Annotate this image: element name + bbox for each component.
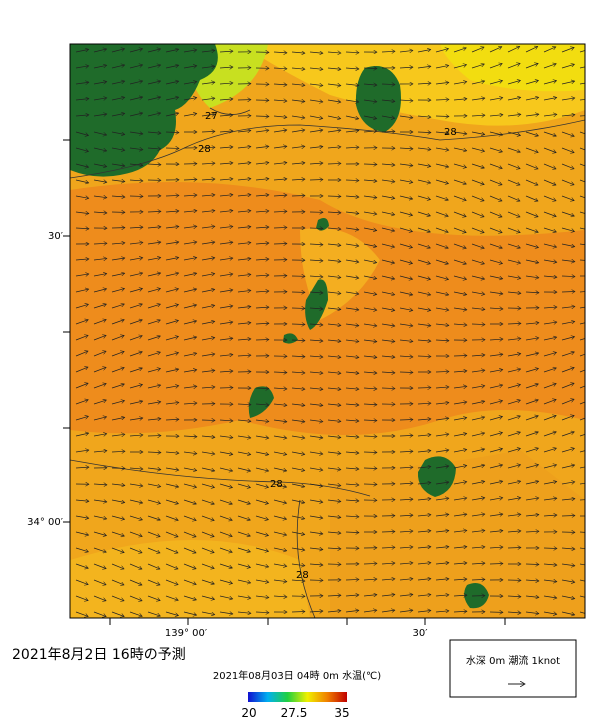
colorbar-tick: 27.5: [281, 706, 308, 720]
lon-label: 139° 00′: [165, 628, 208, 639]
colorbar-caption: 2021年08月03日 04時 0m 水温(℃): [213, 669, 381, 682]
colorbar-tick: 35: [334, 706, 349, 720]
contour-label: 28: [296, 570, 309, 581]
contour-label: 27: [205, 111, 218, 122]
contour-label: 28: [444, 127, 457, 138]
lon-label: 30′: [413, 628, 429, 639]
legend-text: 水深 0m 潮流 1knot: [466, 654, 560, 667]
sea-temperature: [70, 44, 593, 618]
colorbar: [248, 692, 347, 702]
contour-label: 28: [198, 144, 211, 155]
lat-label: 34° 00′: [27, 517, 64, 528]
contour-label: 28: [270, 479, 283, 490]
forecast-title: 2021年8月2日 16時の予測: [12, 647, 186, 663]
legend-box: [450, 640, 576, 697]
colorbar-tick: 20: [241, 706, 256, 720]
lat-label: 30′: [48, 231, 64, 242]
